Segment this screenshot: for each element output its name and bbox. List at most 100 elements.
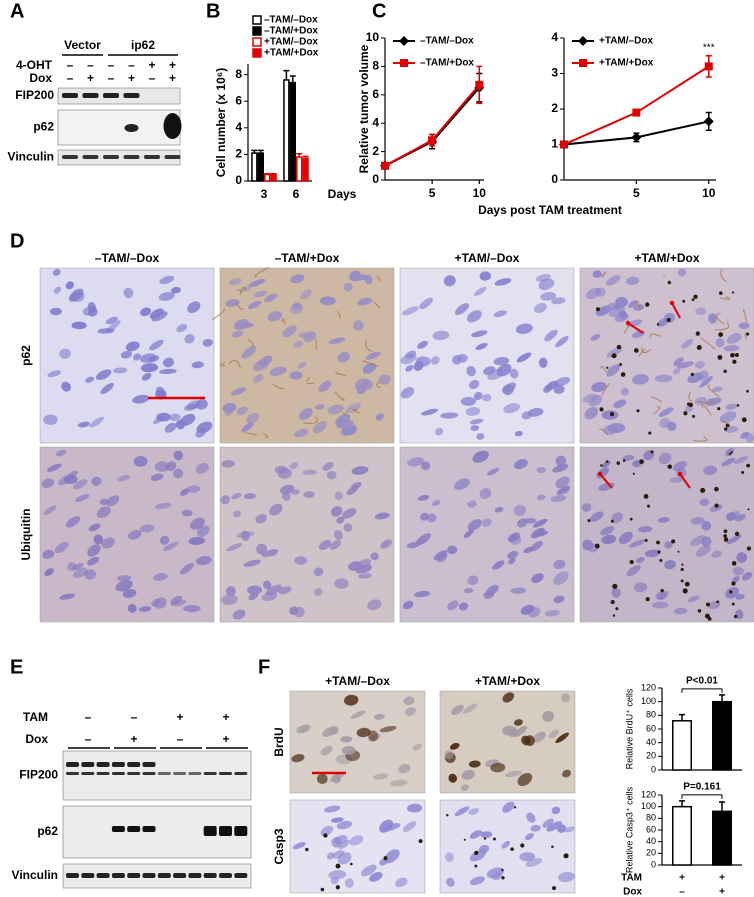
- nucleus: [532, 731, 546, 743]
- nucleus: [483, 366, 496, 376]
- nucleus: [341, 745, 356, 755]
- puncta: [723, 534, 727, 538]
- nucleus: [415, 356, 431, 367]
- nucleus: [530, 824, 541, 832]
- panel-letter: B: [206, 0, 220, 22]
- puncta: [728, 452, 731, 455]
- puncta: [645, 597, 650, 602]
- nucleus: [89, 416, 104, 428]
- y-tick-label: 0: [551, 172, 558, 186]
- point: [704, 62, 713, 71]
- nucleus: [302, 469, 317, 476]
- nucleus: [736, 552, 748, 563]
- puncta: [656, 540, 660, 545]
- legend-label: +TAM/+Dox: [264, 48, 319, 59]
- point: [632, 108, 641, 117]
- nucleus: [195, 463, 209, 474]
- band: [142, 873, 156, 878]
- nucleus: [448, 773, 458, 783]
- nucleus: [370, 552, 379, 561]
- condition-sign: –: [67, 58, 74, 72]
- condition-sign: +: [719, 887, 725, 897]
- nucleus: [444, 750, 454, 760]
- nucleus: [349, 835, 364, 846]
- nucleus: [358, 573, 372, 579]
- bar: [302, 157, 309, 182]
- nucleus: [509, 368, 519, 379]
- nucleus: [556, 487, 570, 495]
- y-tick-label: 60: [646, 723, 656, 733]
- nucleus: [598, 482, 615, 491]
- nucleus: [169, 413, 181, 422]
- condition-label: TAM: [23, 710, 48, 724]
- nucleus: [536, 494, 546, 501]
- puncta: [693, 294, 698, 299]
- puncta: [746, 463, 751, 468]
- nucleus: [91, 476, 102, 486]
- nucleus: [544, 609, 560, 617]
- nucleus: [436, 552, 448, 563]
- stain: [721, 420, 730, 425]
- nucleus: [395, 877, 408, 888]
- band: [142, 826, 156, 832]
- puncta: [716, 600, 720, 604]
- band: [66, 873, 79, 878]
- column-header: +TAM/+Dox: [634, 251, 699, 265]
- nucleus: [153, 573, 168, 581]
- puncta: [510, 847, 514, 851]
- nucleus: [120, 350, 133, 359]
- nucleus: [225, 586, 236, 597]
- nucleus: [71, 321, 87, 330]
- nucleus: [176, 323, 188, 333]
- nucleus: [545, 380, 559, 391]
- nucleus: [513, 504, 527, 516]
- nucleus: [421, 408, 439, 416]
- nucleus: [521, 411, 532, 420]
- nucleus: [431, 499, 441, 506]
- nucleus: [721, 457, 736, 467]
- error-bar: [296, 152, 303, 158]
- puncta: [633, 348, 639, 353]
- nucleus: [701, 521, 712, 531]
- nucleus: [226, 543, 243, 552]
- puncta: [513, 806, 517, 809]
- puncta: [695, 331, 701, 336]
- puncta: [474, 864, 478, 868]
- puncta: [660, 589, 664, 593]
- nucleus: [542, 818, 554, 828]
- nucleus: [466, 365, 476, 377]
- stain: [211, 307, 226, 321]
- nucleus: [546, 821, 563, 832]
- nucleus: [467, 575, 479, 586]
- nucleus: [664, 541, 673, 549]
- nucleus: [551, 297, 566, 305]
- puncta: [643, 493, 649, 499]
- nucleus: [67, 562, 77, 572]
- stain: [600, 365, 607, 373]
- puncta: [714, 503, 719, 508]
- nucleus: [469, 380, 480, 390]
- band: [103, 93, 119, 98]
- nucleus: [502, 692, 515, 703]
- error-bar: [251, 149, 258, 154]
- nucleus: [460, 396, 477, 406]
- arrow: [627, 322, 644, 334]
- stain: [719, 296, 731, 300]
- point: [631, 132, 642, 143]
- nucleus: [562, 769, 572, 778]
- nucleus: [472, 450, 489, 463]
- stain: [688, 391, 694, 402]
- bar: [257, 152, 265, 182]
- nucleus: [84, 569, 96, 580]
- panel-letter: A: [10, 0, 24, 22]
- nucleus: [320, 825, 334, 837]
- nucleus: [592, 270, 602, 278]
- band: [111, 762, 125, 767]
- nucleus: [591, 381, 607, 393]
- nucleus: [85, 376, 95, 383]
- nucleus: [468, 760, 481, 768]
- nucleus: [695, 545, 711, 557]
- puncta: [671, 539, 676, 544]
- nucleus: [323, 805, 341, 813]
- band: [203, 873, 217, 878]
